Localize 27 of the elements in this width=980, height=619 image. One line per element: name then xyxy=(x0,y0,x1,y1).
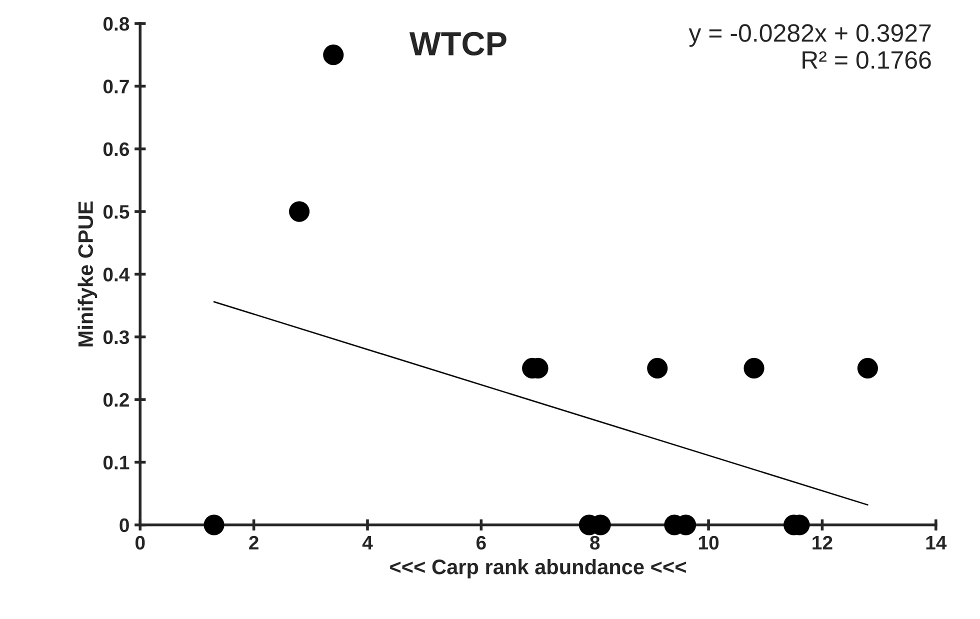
point xyxy=(204,514,224,536)
x-tick-label: 8 xyxy=(590,536,600,550)
x-tick-label: 0 xyxy=(136,536,145,550)
y-tick-label: 0.3 xyxy=(103,330,130,344)
y-tick-label: 0 xyxy=(120,518,129,532)
y-tick-label: 0.7 xyxy=(103,80,129,94)
y-tick-label: 0.4 xyxy=(103,268,130,282)
y-tick-label: 0.6 xyxy=(103,142,130,156)
x-tick-label: 12 xyxy=(812,536,832,550)
point xyxy=(647,358,668,379)
x-tick-label: 10 xyxy=(698,536,719,550)
point xyxy=(857,358,878,379)
x-tick-label: 6 xyxy=(476,536,486,550)
x-tick-label: 2 xyxy=(249,536,258,550)
x-tick-label: 14 xyxy=(926,536,947,550)
point xyxy=(744,358,764,379)
point xyxy=(323,44,344,66)
chart-title: WTCP xyxy=(409,32,506,56)
x-axis-title: <<< Carp rank abundance <<< xyxy=(390,559,686,578)
y-tick-label: 0.5 xyxy=(103,205,130,219)
point xyxy=(288,201,310,222)
y-tick-label: 0.8 xyxy=(103,16,130,31)
annotation: y = -0.0282x + 0.3927 R² = 0.1766 xyxy=(688,24,931,69)
y-tick-label: 0.2 xyxy=(103,393,129,407)
y-tick-label: 0.1 xyxy=(103,456,130,470)
x-tick-label: 4 xyxy=(362,536,373,550)
y-axis-title: Minifyke CPUE xyxy=(78,202,98,346)
